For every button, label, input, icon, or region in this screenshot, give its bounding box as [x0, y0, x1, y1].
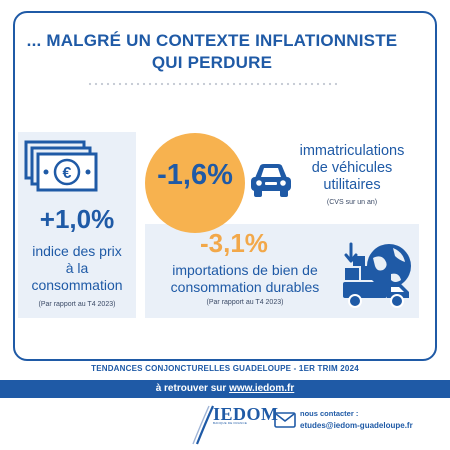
contact-email-link[interactable]: etudes@iedom-guadeloupe.fr [300, 421, 413, 430]
banknote-euro-icon: € [24, 140, 98, 192]
headline-line-2: QUI PERDURE [151, 53, 273, 72]
logo-text: IEDOM [213, 404, 279, 424]
cpi-label-line: consommation [31, 277, 123, 293]
website-band: à retrouver sur www.iedom.fr [0, 380, 450, 398]
vehicles-label-line: de véhicules [311, 160, 393, 176]
cpi-label-line: indice des prix [32, 243, 122, 259]
cpi-value: +1,0% [39, 204, 115, 234]
imports-label: importations de bien de consommation dur… [152, 262, 338, 296]
vehicles-value: -1,6% [157, 159, 233, 191]
svg-text:€: € [63, 165, 72, 182]
imports-note: (Par rapport au T4 2023) [206, 299, 284, 306]
website-band-prefix: à retrouver sur [155, 383, 230, 394]
headline-line-1: ... MALGRÉ UN CONTEXTE INFLATIONNISTE [26, 31, 398, 50]
imports-value: -3,1% [200, 228, 268, 258]
vehicles-note: (CVS sur un an) [326, 199, 378, 206]
cpi-label-line: à la [65, 260, 89, 276]
delivery-truck-globe-icon [343, 242, 411, 308]
vehicles-highlight-circle [145, 133, 245, 233]
website-link[interactable]: www.iedom.fr [229, 383, 295, 394]
vehicles-label: immatriculations de véhicules utilitaire… [282, 143, 422, 194]
dotted-divider [87, 82, 337, 86]
iedom-logo [192, 405, 215, 445]
imports-label-line: consommation durables [170, 279, 320, 295]
mail-icon [274, 412, 296, 428]
cpi-label: indice des prix à la consommation [18, 243, 136, 294]
footer-title: TENDANCES CONJONCTURELLES GUADELOUPE - 1… [91, 364, 359, 373]
vehicles-label-line: utilitaires [323, 177, 381, 193]
imports-label-line: importations de bien de [172, 262, 318, 278]
vehicles-label-line: immatriculations [299, 143, 405, 159]
car-icon [251, 164, 291, 197]
logo-subtitle: BANQUE DE FRANCE [213, 421, 248, 425]
cpi-note: (Par rapport au T4 2023) [38, 301, 116, 308]
contact-label: nous contacter : [300, 409, 359, 418]
